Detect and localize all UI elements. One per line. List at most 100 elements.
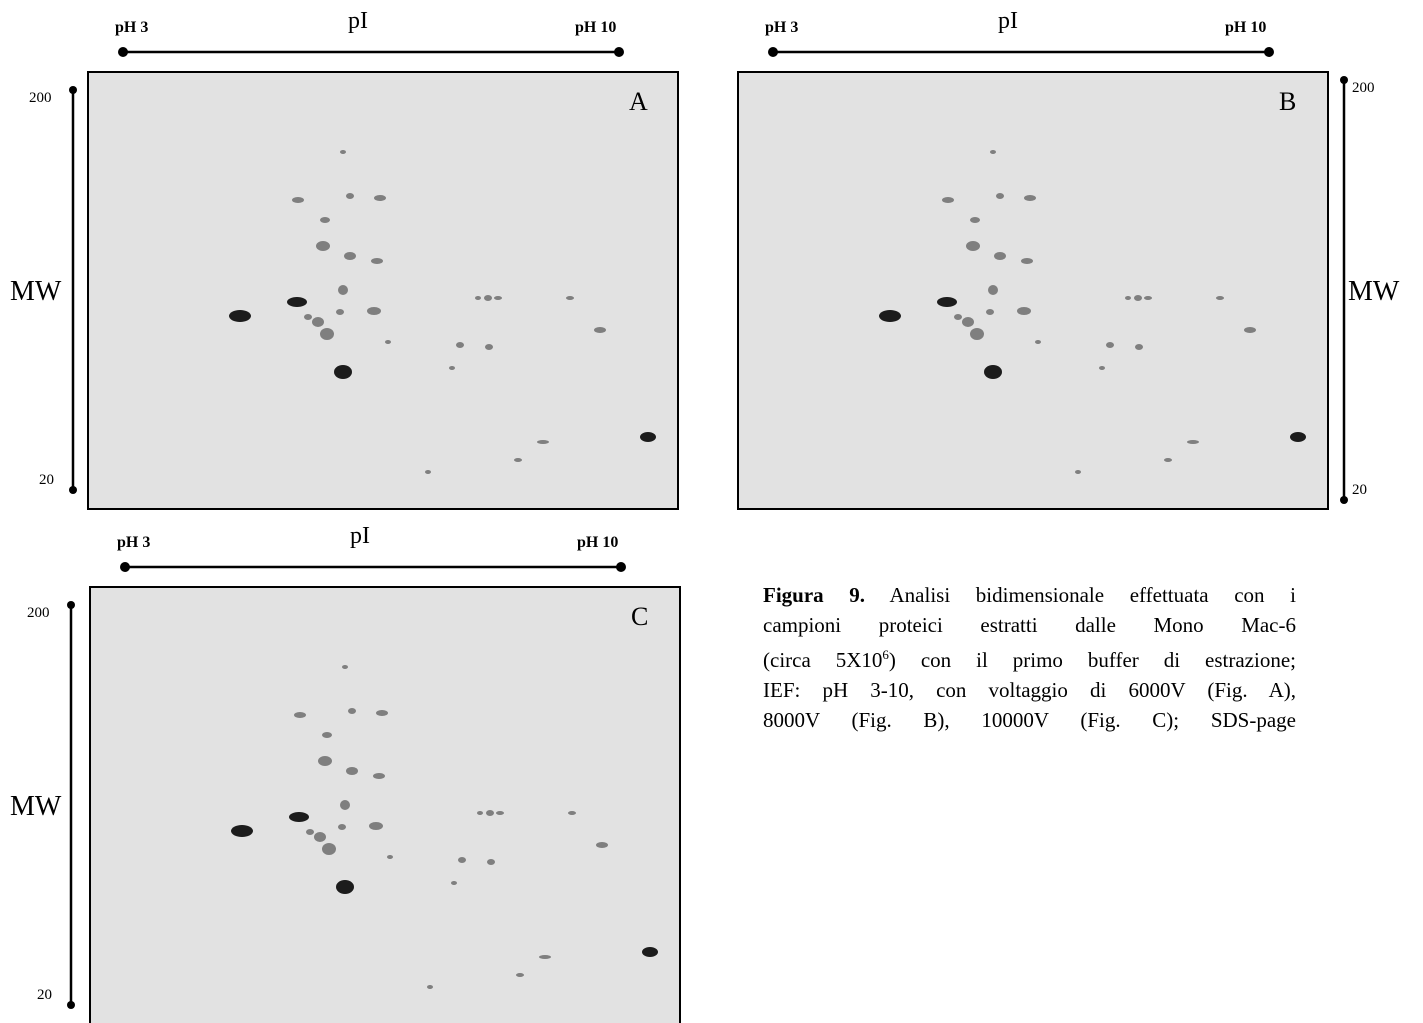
protein-spot — [640, 432, 656, 442]
superscript: 6 — [882, 647, 889, 662]
protein-spot — [970, 328, 984, 340]
protein-spot — [1099, 366, 1105, 370]
protein-spot — [336, 880, 354, 894]
axis-end — [69, 486, 77, 494]
protein-spot — [954, 314, 962, 320]
axis-end — [118, 47, 128, 57]
protein-spot — [451, 881, 457, 885]
protein-spot — [475, 296, 481, 300]
protein-spot — [486, 810, 494, 816]
protein-spot — [986, 309, 994, 315]
axis-end — [1340, 76, 1348, 84]
protein-spot — [289, 812, 309, 822]
protein-spot — [984, 365, 1002, 379]
protein-spot — [485, 344, 493, 350]
ph-high-label: pH 10 — [575, 19, 616, 36]
protein-spot — [1290, 432, 1306, 442]
protein-spot — [369, 822, 383, 830]
pi-label: pI — [348, 8, 368, 34]
protein-spot — [371, 258, 383, 264]
caption-line: campioni proteici estratti dalle Mono Ma… — [763, 613, 1296, 637]
protein-spot — [346, 767, 358, 775]
caption: Figura 9. Analisi bidimensionale effettu… — [763, 580, 1296, 735]
protein-spot — [294, 712, 306, 718]
protein-spot — [484, 295, 492, 301]
protein-spot — [304, 314, 312, 320]
axis-end — [1340, 496, 1348, 504]
protein-spot — [996, 193, 1004, 199]
protein-spot — [338, 824, 346, 830]
protein-spot — [496, 811, 504, 815]
protein-spot — [1021, 258, 1033, 264]
protein-spot — [1164, 458, 1172, 462]
protein-spot — [306, 829, 314, 835]
protein-spot — [962, 317, 974, 327]
panel-letter: C — [631, 602, 648, 631]
axis-end — [616, 562, 626, 572]
axis-end — [120, 562, 130, 572]
ph-low-label: pH 3 — [117, 534, 150, 551]
protein-spot — [340, 800, 350, 810]
gel — [89, 586, 681, 1023]
protein-spot — [320, 328, 334, 340]
protein-spot — [1106, 342, 1114, 348]
caption-text: (circa 5X10 — [763, 648, 883, 672]
protein-spot — [487, 859, 495, 865]
protein-spot — [1035, 340, 1041, 344]
ph-low-label: pH 3 — [765, 19, 798, 36]
mw-high-label: 200 — [1352, 80, 1375, 96]
protein-spot — [514, 458, 522, 462]
protein-spot — [477, 811, 483, 815]
protein-spot — [385, 340, 391, 344]
protein-spot — [322, 732, 332, 738]
caption-line: 8000V (Fig. B), 10000V (Fig. C); SDS-pag… — [763, 708, 1296, 732]
protein-spot — [1216, 296, 1224, 300]
protein-spot — [344, 252, 356, 260]
protein-spot — [314, 832, 326, 842]
panel-letter: A — [629, 87, 648, 116]
protein-spot — [1244, 327, 1256, 333]
mw-high-label: 200 — [29, 90, 52, 106]
mw-high-label: 200 — [27, 605, 50, 621]
protein-spot — [336, 309, 344, 315]
axis-end — [67, 601, 75, 609]
pi-label: pI — [350, 523, 370, 549]
axis-end — [1264, 47, 1274, 57]
mw-label: MW — [1348, 276, 1400, 307]
protein-spot — [494, 296, 502, 300]
protein-spot — [539, 955, 551, 959]
protein-spot — [348, 708, 356, 714]
protein-spot — [374, 195, 386, 201]
caption-line: IEF: pH 3-10, con voltaggio di 6000V (Fi… — [763, 678, 1296, 702]
protein-spot — [596, 842, 608, 848]
protein-spot — [1017, 307, 1031, 315]
protein-spot — [537, 440, 549, 444]
axis-end — [768, 47, 778, 57]
ph-low-label: pH 3 — [115, 19, 148, 36]
protein-spot — [1125, 296, 1131, 300]
axis-end — [69, 86, 77, 94]
protein-spot — [346, 193, 354, 199]
gel — [87, 71, 679, 510]
protein-spot — [456, 342, 464, 348]
protein-spot — [988, 285, 998, 295]
ph-high-label: pH 10 — [577, 534, 618, 551]
mw-label: MW — [10, 276, 62, 307]
protein-spot — [1075, 470, 1081, 474]
caption-line: Figura 9. Analisi bidimensionale effettu… — [763, 580, 1296, 610]
protein-spot — [942, 197, 954, 203]
mw-label: MW — [10, 791, 62, 822]
protein-spot — [449, 366, 455, 370]
mw-low-label: 20 — [1352, 482, 1367, 498]
caption-line: (circa 5X106) con il primo buffer di est… — [763, 640, 1296, 675]
protein-spot — [292, 197, 304, 203]
protein-spot — [937, 297, 957, 307]
protein-spot — [425, 470, 431, 474]
protein-spot — [642, 947, 658, 957]
protein-spot — [1024, 195, 1036, 201]
protein-spot — [376, 710, 388, 716]
protein-spot — [568, 811, 576, 815]
caption-label: Figura 9. — [763, 583, 866, 607]
